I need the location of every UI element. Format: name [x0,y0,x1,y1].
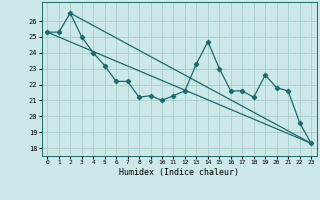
X-axis label: Humidex (Indice chaleur): Humidex (Indice chaleur) [119,168,239,177]
